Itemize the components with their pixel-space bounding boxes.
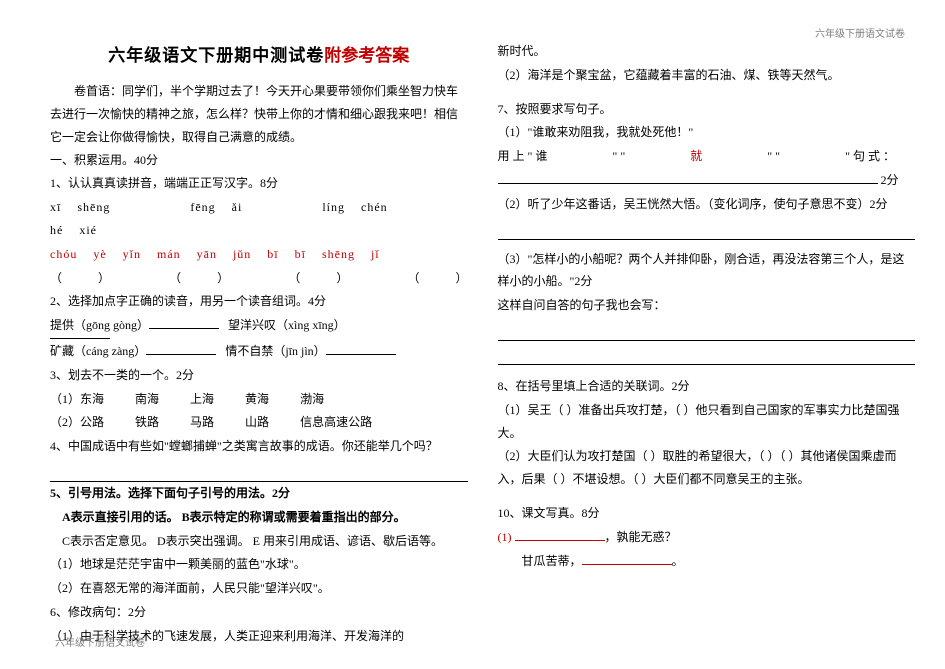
q10-item1: (1) ，孰能无惑？ bbox=[498, 526, 916, 549]
pattern-answer: 就 bbox=[690, 145, 702, 168]
q2-line1: 提供（gōng gòng） 望洋兴叹（xìng xīng） bbox=[50, 314, 468, 337]
q7-1-pattern: 用 上 " 谁 " " 就 " " " 句 式 ： bbox=[498, 145, 916, 168]
paren: （ ） bbox=[50, 267, 110, 290]
q5-item1: （1）地球是茫茫宇宙中一颗美丽的蓝色"水球"。 bbox=[50, 553, 468, 576]
two-column-layout: 六年级语文下册期中测试卷附参考答案 卷首语：同学们，半个学期过去了！今天开心果要… bbox=[50, 40, 915, 620]
blank bbox=[326, 343, 396, 355]
q6-item2: （2）海洋是个聚宝盆，它蕴藏着丰富的石油、煤、铁等天然气。 bbox=[498, 64, 916, 87]
q7-3: （3）"怎样小的小船呢？两个人并排仰卧，刚合适，再没法容第三个人，是这样小的小船… bbox=[498, 248, 916, 294]
q2-item: 情不自禁（jīn jìn） bbox=[225, 344, 325, 358]
footer-running-title: 六年级下册语文试卷 bbox=[55, 634, 145, 649]
q3-item: 南海 bbox=[135, 392, 159, 406]
blank-red bbox=[515, 540, 605, 541]
q3-item: 铁路 bbox=[135, 415, 159, 429]
answer-paren-row: （ ） （ ） （ ） （ ） bbox=[50, 267, 468, 290]
q2-item: 提供（gōng gòng） bbox=[50, 318, 149, 332]
q3-item: 上海 bbox=[190, 392, 214, 406]
spacer bbox=[498, 240, 916, 248]
spacer bbox=[498, 365, 916, 375]
q1-pinyin-row1: xī shēng fēng ǎi líng chén hé xié bbox=[50, 196, 468, 242]
q3-item: 渤海 bbox=[300, 392, 324, 406]
blank-long bbox=[498, 172, 878, 184]
score: 2分 bbox=[881, 173, 899, 187]
q10-1-suffix: 孰能无惑？ bbox=[617, 530, 677, 544]
left-column: 六年级语文下册期中测试卷附参考答案 卷首语：同学们，半个学期过去了！今天开心果要… bbox=[50, 40, 468, 620]
blank-short bbox=[50, 338, 110, 339]
q7-1-score: 2分 bbox=[498, 169, 916, 192]
q3-item: （2）公路 bbox=[50, 415, 104, 429]
q2-item: 矿藏（cáng zàng） bbox=[50, 344, 146, 358]
q3-row2: （2）公路 铁路 马路 山路 信息高速公路 bbox=[50, 411, 468, 434]
q3-item: （1）东海 bbox=[50, 392, 104, 406]
pinyin-item: xī shēng bbox=[50, 200, 110, 214]
q8-item1: （1）吴王（ ）准备出兵攻打楚，（ ）他只看到自己国家的军事实力比楚国强大。 bbox=[498, 399, 916, 445]
q7-3b: 这样自问自答的句子我也会写： bbox=[498, 294, 916, 317]
blank-full-line bbox=[498, 222, 916, 240]
pattern-part: " " bbox=[767, 145, 780, 168]
paren: （ ） bbox=[407, 267, 467, 290]
pinyin-item: hé xié bbox=[50, 223, 97, 237]
paren: （ ） bbox=[288, 267, 348, 290]
right-column: 新时代。 （2）海洋是个聚宝盆，它蕴藏着丰富的石油、煤、铁等天然气。 7、按照要… bbox=[498, 40, 916, 620]
q3-item: 黄海 bbox=[245, 392, 269, 406]
q10-item2: 甘瓜苦蒂，。 bbox=[498, 550, 916, 573]
section-1-heading: 一、积累运用。40分 bbox=[50, 149, 468, 172]
blank bbox=[149, 317, 219, 329]
header-running-title: 六年级下册语文试卷 bbox=[815, 25, 905, 40]
blank-red bbox=[582, 564, 672, 565]
q7-1-quote: （1）"谁敢来劝阻我，我就处死他！" bbox=[498, 121, 916, 144]
pinyin-item: líng chén bbox=[322, 200, 387, 214]
pattern-part: " 句 式 ： bbox=[845, 145, 895, 168]
q5-option-ab: A表示直接引用的话。 B表示特定的称谓或需要着重指出的部分。 bbox=[50, 506, 468, 529]
q10-2-prefix: 甘瓜苦蒂， bbox=[522, 554, 582, 568]
q2-heading: 2、选择加点字正确的读音，用另一个读音组词。4分 bbox=[50, 290, 468, 313]
q3-heading: 3、划去不一类的一个。2分 bbox=[50, 364, 468, 387]
paren: （ ） bbox=[169, 267, 229, 290]
blank-full-line bbox=[50, 464, 468, 482]
q2-item: 望洋兴叹（xìng xīng） bbox=[228, 318, 346, 332]
q6-continuation: 新时代。 bbox=[498, 40, 916, 63]
blank-full-line bbox=[498, 323, 916, 341]
blank bbox=[146, 343, 216, 355]
blank-full-line bbox=[498, 347, 916, 365]
q8-heading: 8、在括号里填上合适的关联词。2分 bbox=[498, 375, 916, 398]
q10-num: (1) bbox=[498, 530, 512, 544]
q5-option-cde: C表示否定意见。 D表示突出强调。 E 用来引用成语、谚语、歇后语等。 bbox=[50, 530, 468, 553]
q2-line2: 矿藏（cáng zàng） 情不自禁（jīn jìn） bbox=[50, 340, 468, 363]
title-row: 六年级语文下册期中测试卷附参考答案 bbox=[50, 40, 468, 72]
q5-item2: （2）在喜怒无常的海洋面前，人民只能"望洋兴叹"。 bbox=[50, 577, 468, 600]
q4-heading: 4、中国成语中有些如"螳螂捕蝉"之类寓言故事的成语。你还能举几个吗？ bbox=[50, 435, 468, 458]
q10-heading: 10、课文写真。8分 bbox=[498, 502, 916, 525]
q1-pinyin-answers: chóu yè yǐn mán yān jǔn bī bī shēng jǐ bbox=[50, 243, 468, 266]
q5-heading: 5、引号用法。选择下面句子引号的用法。2分 bbox=[50, 482, 468, 505]
paper-title-suffix: 附参考答案 bbox=[324, 46, 409, 65]
spacer bbox=[498, 88, 916, 98]
intro-paragraph: 卷首语：同学们，半个学期过去了！今天开心果要带领你们乘坐智力快车去进行一次愉快的… bbox=[50, 80, 468, 148]
q3-item: 信息高速公路 bbox=[300, 415, 372, 429]
q8-item2: （2）大臣们认为攻打楚国（ ）取胜的希望很大，（ ）（ ）其他诸侯国乘虚而入，后… bbox=[498, 445, 916, 491]
q3-item: 山路 bbox=[245, 415, 269, 429]
q3-row1: （1）东海 南海 上海 黄海 渤海 bbox=[50, 388, 468, 411]
pattern-part: 用 上 " 谁 bbox=[498, 145, 548, 168]
pinyin-item: fēng ǎi bbox=[190, 200, 242, 214]
q7-2: （2）听了少年这番话，吴王恍然大悟。（变化词序，使句子意思不变）2分 bbox=[498, 193, 916, 216]
q7-heading: 7、按照要求写句子。 bbox=[498, 98, 916, 121]
q6-heading: 6、修改病句：2分 bbox=[50, 601, 468, 624]
paper-title: 六年级语文下册期中测试卷 bbox=[108, 46, 324, 65]
q3-item: 马路 bbox=[190, 415, 214, 429]
pattern-part: " " bbox=[612, 145, 625, 168]
q1-heading: 1、认认真真读拼音，端端正正写汉字。8分 bbox=[50, 172, 468, 195]
spacer bbox=[498, 492, 916, 502]
